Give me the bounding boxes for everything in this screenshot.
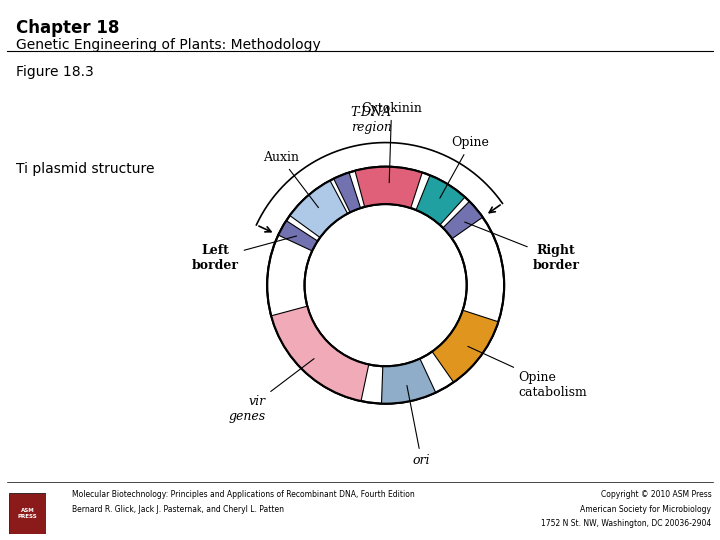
Text: Bernard R. Glick, Jack J. Pasternak, and Cheryl L. Patten: Bernard R. Glick, Jack J. Pasternak, and… [72, 505, 284, 514]
Polygon shape [278, 221, 318, 251]
Text: Opine: Opine [440, 137, 490, 198]
Text: ASM
PRESS: ASM PRESS [17, 508, 37, 518]
Polygon shape [416, 176, 465, 225]
Text: Cytokinin: Cytokinin [361, 102, 422, 183]
Text: ori: ori [407, 386, 431, 467]
Text: Left
border: Left border [192, 236, 297, 272]
Text: Genetic Engineering of Plants: Methodology: Genetic Engineering of Plants: Methodolo… [16, 38, 320, 52]
Text: Copyright © 2010 ASM Press: Copyright © 2010 ASM Press [600, 490, 711, 499]
Polygon shape [271, 306, 369, 401]
Text: Auxin: Auxin [263, 151, 318, 208]
Text: Ti plasmid structure: Ti plasmid structure [16, 162, 154, 176]
Polygon shape [289, 180, 348, 238]
Text: Right
border: Right border [464, 222, 580, 272]
Text: T-DNA
region: T-DNA region [351, 106, 392, 134]
Polygon shape [333, 172, 361, 212]
Polygon shape [355, 167, 422, 208]
Text: Chapter 18: Chapter 18 [16, 19, 120, 37]
Polygon shape [382, 359, 436, 404]
Text: Opine
catabolism: Opine catabolism [468, 346, 588, 399]
Text: 1752 N St. NW, Washington, DC 20036-2904: 1752 N St. NW, Washington, DC 20036-2904 [541, 519, 711, 529]
Text: vir
genes: vir genes [229, 359, 314, 423]
Text: Figure 18.3: Figure 18.3 [16, 65, 94, 79]
Polygon shape [443, 201, 482, 239]
Text: American Society for Microbiology: American Society for Microbiology [580, 505, 711, 514]
Text: Molecular Biotechnology: Principles and Applications of Recombinant DNA, Fourth : Molecular Biotechnology: Principles and … [72, 490, 415, 499]
Polygon shape [432, 310, 498, 382]
